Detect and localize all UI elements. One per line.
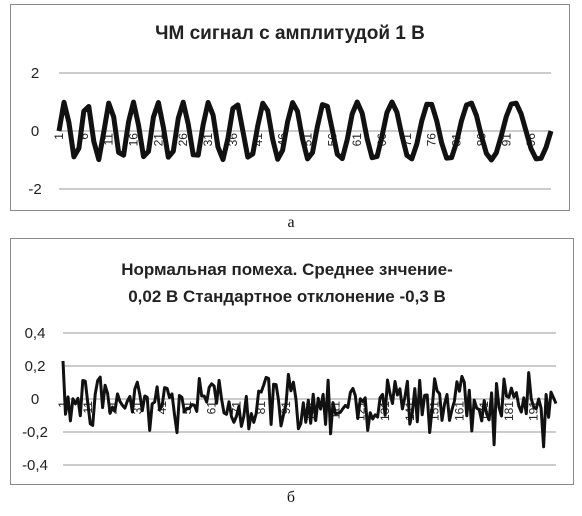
x-tick-label: 31 <box>201 133 215 147</box>
x-tick-label: 61 <box>205 401 219 415</box>
y-tick-label: 0,2 <box>25 358 46 375</box>
y-tick-label: -0,4 <box>22 457 48 474</box>
x-tick-label: 1 <box>56 401 70 408</box>
x-tick-label: 26 <box>176 133 190 147</box>
x-tick-label: 16 <box>127 133 141 147</box>
caption-a: а <box>287 214 295 231</box>
x-tick-label: 21 <box>151 133 165 147</box>
y-tick-label: 2 <box>31 65 39 82</box>
fm-signal-chart: ЧМ сигнал с амплитудой 1 В20-21 6 11 16 21 26… <box>28 23 554 198</box>
y-tick-label: 0 <box>31 391 39 408</box>
y-tick-label: 0,4 <box>25 325 46 342</box>
series-line <box>56 99 554 163</box>
x-tick-label: 61 <box>350 133 364 147</box>
chart-title-line-2: 0,02 В Стандартное отклонение -0,3 В <box>128 287 446 306</box>
y-tick-label: 0 <box>31 123 39 140</box>
y-tick-label: -2 <box>28 181 41 198</box>
x-tick-label: 161 <box>452 401 466 421</box>
x-tick-label: 1 <box>52 133 66 140</box>
x-tick-label: 6 <box>77 133 91 140</box>
x-tick-label: 181 <box>502 401 516 421</box>
x-tick-label: 76 <box>425 133 439 147</box>
chart-title-line-1: Нормальная помеха. Среднее знчение- <box>121 260 453 279</box>
series-line <box>61 360 558 449</box>
y-tick-label: -0,2 <box>22 424 48 441</box>
chart-panel-fm-signal: ЧМ сигнал с амплитудой 1 В 2 0 -2 1 6 11 16 21 26… <box>10 4 570 211</box>
chart-panel-noise: Нормальная помеха. Среднее знчение- 0,02 … <box>10 238 574 485</box>
noise-chart: Нормальная помеха. Среднее знчение- 0,02 … <box>22 260 558 474</box>
caption-b: б <box>286 489 296 506</box>
chart-title-line-1: ЧМ сигнал с амплитудой 1 В <box>155 23 425 44</box>
